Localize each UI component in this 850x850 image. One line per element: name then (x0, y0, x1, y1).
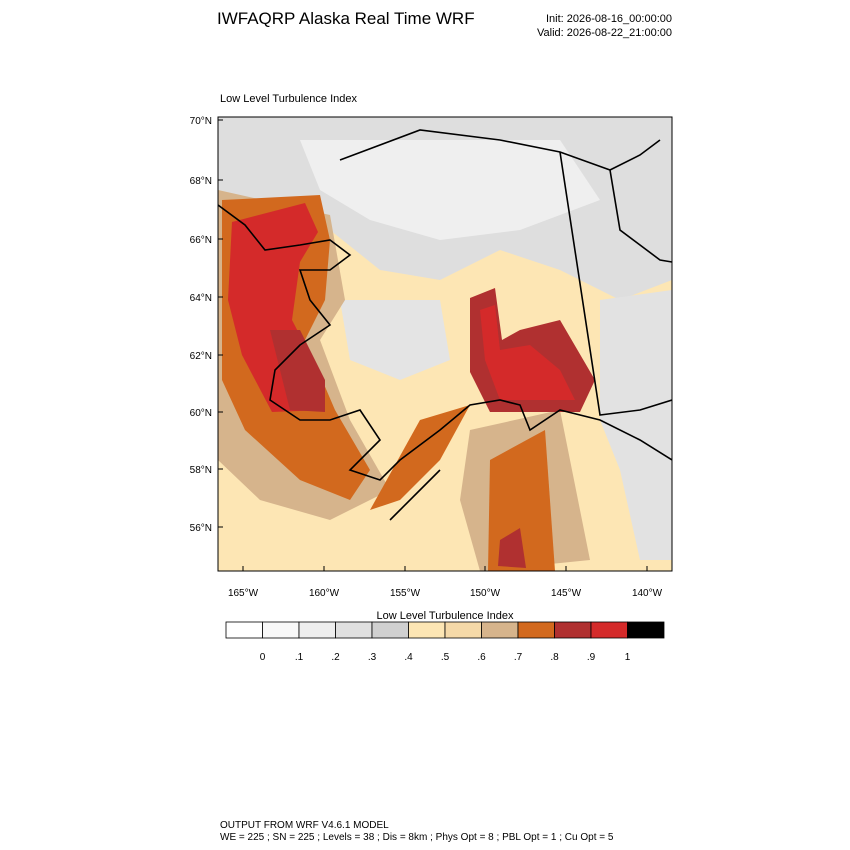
colorbar-swatch (335, 621, 373, 639)
colorbar-label: .9 (587, 652, 596, 663)
colorbar-swatch (481, 621, 519, 639)
field-gray3 (600, 290, 672, 560)
lon-label: 155°W (390, 588, 421, 599)
colorbar-label: .6 (477, 652, 486, 663)
coastlines (218, 129, 672, 521)
map-field (218, 117, 672, 571)
lat-label: 68°N (190, 176, 212, 187)
field-red-gulf (498, 528, 526, 568)
border-canada (609, 169, 672, 263)
valid-time: Valid: 2026-08-22_21:00:00 (537, 27, 672, 39)
colorbar-swatch (517, 621, 555, 639)
colorbar-swatch (590, 621, 628, 639)
colorbar-label: 1 (625, 652, 631, 663)
lat-label: 62°N (190, 351, 212, 362)
border (559, 151, 672, 416)
field-red-central (480, 305, 575, 400)
map-frame (217, 116, 673, 572)
lon-label: 140°W (632, 588, 663, 599)
lon-label: 145°W (551, 588, 582, 599)
lon-label: 160°W (309, 588, 340, 599)
lat-label: 70°N (190, 116, 212, 127)
colorbar-title: Low Level Turbulence Index (377, 610, 514, 622)
coast-peninsula (389, 469, 441, 521)
field-orange-coast (370, 405, 470, 510)
colorbar-swatch (554, 621, 592, 639)
field-gray2 (340, 300, 450, 380)
init-time: Init: 2026-08-16_00:00:00 (546, 13, 672, 25)
colorbar-label: .3 (368, 652, 377, 663)
field-darkred-west (270, 330, 325, 412)
coast-main (218, 204, 672, 481)
colorbar-swatch (627, 621, 665, 639)
colorbar-swatch (298, 621, 336, 639)
colorbar-label: .8 (550, 652, 559, 663)
footer-line: WE = 225 ; SN = 225 ; Levels = 38 ; Dis … (220, 832, 614, 843)
colorbar-label: .2 (331, 652, 340, 663)
lat-label: 66°N (190, 235, 212, 246)
colorbar-swatch (444, 621, 482, 639)
lat-label: 60°N (190, 408, 212, 419)
colorbar-label: .7 (514, 652, 523, 663)
colorbar-label: .5 (441, 652, 450, 663)
colorbar-label: .4 (404, 652, 413, 663)
colorbar-swatch (225, 621, 263, 639)
lat-label: 56°N (190, 523, 212, 534)
colorbar-label: 0 (260, 652, 266, 663)
title: IWFAQRP Alaska Real Time WRF (217, 9, 475, 28)
colorbar-swatch (262, 621, 300, 639)
lon-label: 150°W (470, 588, 501, 599)
colorbar-swatch (371, 621, 409, 639)
lon-label: 165°W (228, 588, 259, 599)
colorbar-swatch (408, 621, 446, 639)
map-title: Low Level Turbulence Index (220, 93, 357, 105)
field-orange-gulf (488, 430, 555, 571)
field-lightgray (300, 140, 600, 240)
lat-label: 64°N (190, 293, 212, 304)
colorbar-label: .1 (295, 652, 304, 663)
footer-line: OUTPUT FROM WRF V4.6.1 MODEL (220, 820, 389, 831)
lat-label: 58°N (190, 465, 212, 476)
